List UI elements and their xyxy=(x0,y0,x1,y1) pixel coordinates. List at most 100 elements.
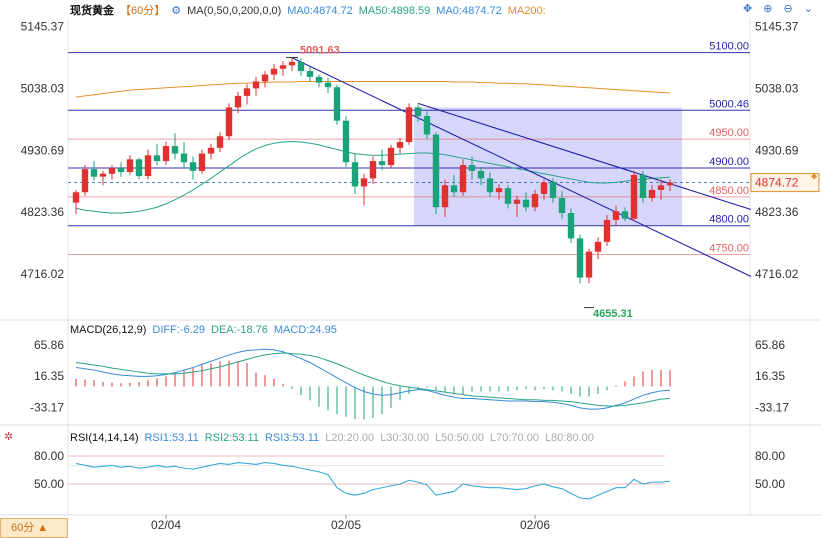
candle-body[interactable] xyxy=(144,155,152,177)
macd-header: MACD(26,12,9) DIFF:-6.29 DEA:-18.76 MACD:24… xyxy=(70,324,343,336)
candle-body[interactable] xyxy=(405,107,413,143)
candle-body[interactable] xyxy=(126,159,134,173)
candle-body[interactable] xyxy=(360,178,368,187)
crosshair-toggle-icon[interactable]: ✲ xyxy=(4,431,14,443)
candle-body[interactable] xyxy=(387,147,395,166)
candle-body[interactable] xyxy=(99,173,107,177)
candle-body[interactable] xyxy=(324,82,332,88)
candle-body[interactable] xyxy=(585,251,593,278)
candle-body[interactable] xyxy=(369,161,377,179)
zoom-out-icon[interactable]: ⊖ xyxy=(783,3,793,15)
macd-label[interactable]: MACD(26,12,9) xyxy=(70,324,147,336)
candle-body[interactable] xyxy=(315,76,323,83)
candle-body[interactable] xyxy=(423,116,431,135)
candle-body[interactable] xyxy=(648,189,656,198)
high-annotation: 5091.63 xyxy=(300,44,340,56)
candle-body[interactable] xyxy=(306,71,314,77)
ma50-line xyxy=(75,140,671,214)
candle-body[interactable] xyxy=(243,88,251,96)
candle-body[interactable] xyxy=(207,147,215,154)
x-axis-label: 02/06 xyxy=(520,518,550,532)
price-tick-left: 5145.37 xyxy=(21,19,65,33)
selection-box[interactable] xyxy=(414,107,682,226)
rsi3-value: RSI3:53.11 xyxy=(264,432,320,444)
trendline[interactable] xyxy=(417,102,752,211)
chart-header: 现货黄金 【60分】 ⚙ MA(0,50,0,200,0,0) MA0:4874.72 M… xyxy=(0,2,552,18)
chevron-down-icon[interactable]: ⌄ xyxy=(803,3,813,15)
price-tick-right: 4930.69 xyxy=(755,143,799,157)
candle-body[interactable] xyxy=(630,174,638,219)
candle-body[interactable] xyxy=(495,188,503,193)
candle-body[interactable] xyxy=(351,162,359,187)
macd-tick-left: 65.86 xyxy=(34,338,64,352)
candle-body[interactable] xyxy=(459,165,467,193)
candle-body[interactable] xyxy=(441,185,449,208)
candle-body[interactable] xyxy=(252,81,260,89)
candle-body[interactable] xyxy=(279,65,287,69)
candle-body[interactable] xyxy=(90,169,98,177)
candle-body[interactable] xyxy=(396,142,404,148)
candle-body[interactable] xyxy=(621,211,629,219)
rsi-tick-left: 80.00 xyxy=(34,449,64,463)
candle-body[interactable] xyxy=(189,162,197,171)
candle-body[interactable] xyxy=(72,192,80,203)
candle-body[interactable] xyxy=(504,188,512,204)
candle-body[interactable] xyxy=(432,134,440,208)
candle-body[interactable] xyxy=(639,174,647,198)
candle-body[interactable] xyxy=(603,219,611,242)
rsi-l50: L50:50.00 xyxy=(435,432,484,444)
candle-body[interactable] xyxy=(576,238,584,278)
period-label[interactable]: 【60分】 xyxy=(120,5,166,17)
candle-body[interactable] xyxy=(414,107,422,117)
candle-body[interactable] xyxy=(657,185,665,190)
rsi-l70: L70:70.00 xyxy=(490,432,539,444)
candle-body[interactable] xyxy=(666,182,674,186)
candle-body[interactable] xyxy=(234,95,242,108)
ma50-value: MA50:4898.59 xyxy=(358,5,431,17)
candle-body[interactable] xyxy=(216,136,224,148)
candle-body[interactable] xyxy=(81,169,89,193)
candle-body[interactable] xyxy=(288,61,296,66)
candle-body[interactable] xyxy=(162,146,170,162)
candle-body[interactable] xyxy=(225,107,233,137)
period-button[interactable]: 60分 ▲ xyxy=(0,518,68,538)
candle-body[interactable] xyxy=(540,182,548,194)
candle-body[interactable] xyxy=(378,161,386,166)
candle-body[interactable] xyxy=(468,165,476,171)
price-tick-right: 5038.03 xyxy=(755,81,799,95)
candle-body[interactable] xyxy=(108,168,116,174)
candle-body[interactable] xyxy=(198,153,206,171)
candle-body[interactable] xyxy=(567,213,575,239)
symbol-title: 现货黄金 xyxy=(70,5,114,17)
candle-body[interactable] xyxy=(477,170,485,179)
candle-body[interactable] xyxy=(180,153,188,163)
candle-body[interactable] xyxy=(153,155,161,162)
candle-body[interactable] xyxy=(135,159,143,177)
candle-body[interactable] xyxy=(333,87,341,121)
level-label: 4750.00 xyxy=(709,243,749,255)
candle-body[interactable] xyxy=(594,241,602,252)
candle-body[interactable] xyxy=(171,146,179,154)
zoom-in-icon[interactable]: ⊕ xyxy=(763,3,773,15)
ma-params[interactable]: MA(0,50,0,200,0,0) xyxy=(187,5,282,17)
candle-body[interactable] xyxy=(450,185,458,193)
candle-body[interactable] xyxy=(270,68,278,75)
level-label: 5100.00 xyxy=(709,41,749,53)
candle-body[interactable] xyxy=(549,182,557,198)
candle-body[interactable] xyxy=(297,61,305,72)
move-icon[interactable]: ✥ xyxy=(742,3,753,15)
candle-body[interactable] xyxy=(522,199,530,208)
candle-body[interactable] xyxy=(612,211,620,220)
candle-body[interactable] xyxy=(558,198,566,213)
trendline[interactable] xyxy=(291,57,752,277)
candle-body[interactable] xyxy=(486,178,494,193)
candle-body[interactable] xyxy=(117,168,125,173)
candle-body[interactable] xyxy=(513,199,521,204)
candle-body[interactable] xyxy=(531,193,539,208)
rsi-label[interactable]: RSI(14,14,14) xyxy=(70,432,139,444)
ma200-value: MA200: xyxy=(507,5,546,17)
indicator-settings-icon[interactable]: ⚙ xyxy=(171,5,182,17)
candle-body[interactable] xyxy=(261,74,269,82)
candle-body[interactable] xyxy=(342,120,350,163)
